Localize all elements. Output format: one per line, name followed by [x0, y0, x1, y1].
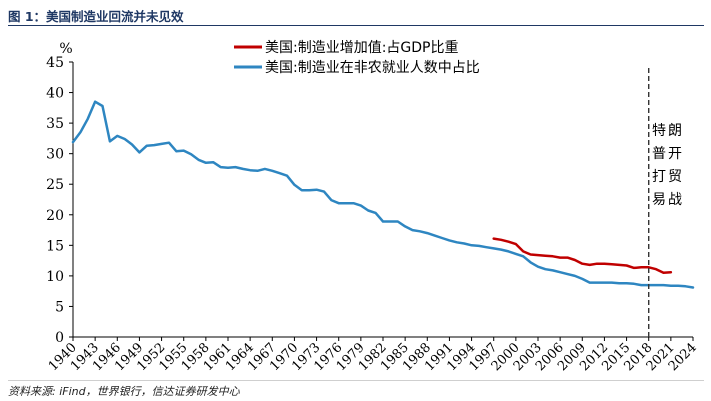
- title-rule: [8, 25, 704, 26]
- series-line-1: [492, 237, 673, 275]
- annotation-text-row: 特朗: [652, 123, 684, 139]
- series-line-2: [71, 100, 695, 289]
- source-note: 资料来源: iFind，世界银行，信达证券研发中心: [8, 385, 240, 398]
- y-tick-label: 25: [46, 177, 64, 193]
- y-tick-label: 20: [46, 208, 64, 224]
- y-tick-label: 15: [46, 238, 64, 254]
- figure-title: 图 1：美国制造业回流并未见效: [8, 9, 184, 24]
- y-tick-label: 5: [55, 299, 64, 315]
- legend-label-1: 美国:制造业增加值:占GDP比重: [265, 40, 459, 56]
- annotation-text-row: 易战: [652, 192, 684, 208]
- annotation-text-row: 普开: [652, 146, 684, 162]
- y-tick-label: 35: [46, 116, 64, 132]
- source-rule: [8, 380, 704, 381]
- y-tick-label: 30: [46, 147, 64, 163]
- y-tick-label: 10: [46, 269, 64, 285]
- legend-label-2: 美国:制造业在非农就业人数中占比: [265, 60, 480, 76]
- y-axis-unit: %: [59, 41, 72, 57]
- annotation-text-row: 打贸: [652, 168, 684, 185]
- y-tick-label: 40: [46, 86, 64, 102]
- y-tick-label: 0: [55, 330, 64, 346]
- y-tick-label: 45: [46, 55, 64, 71]
